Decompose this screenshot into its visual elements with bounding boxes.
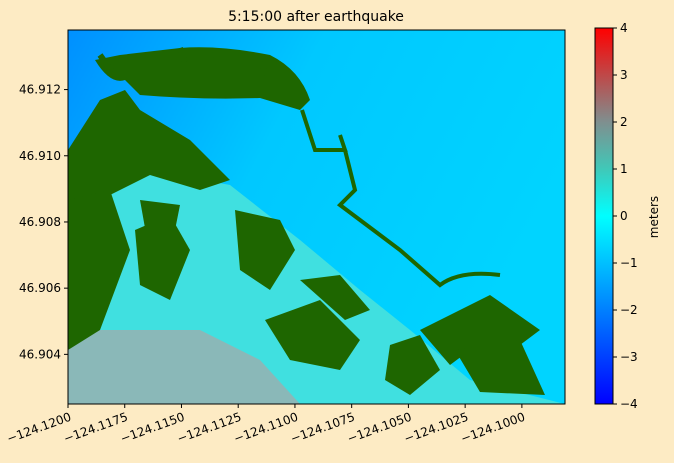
map-image <box>68 30 565 404</box>
x-tick-label: −124.1200 <box>5 410 73 446</box>
y-tick-label: 46.912 <box>19 83 61 97</box>
x-tick-label: −124.1100 <box>232 410 300 446</box>
colorbar-tick-label: −2 <box>620 303 638 317</box>
colorbar <box>594 27 614 405</box>
x-tick-label: −124.1050 <box>345 410 413 446</box>
y-tick-label: 46.910 <box>19 149 61 163</box>
x-tick-label: −124.1175 <box>62 410 130 446</box>
colorbar-label: meters <box>647 196 661 238</box>
axes-frame <box>67 29 566 405</box>
colorbar-tick-label: 4 <box>620 21 628 35</box>
y-tick-label: 46.908 <box>19 215 61 229</box>
x-tick-label: −124.1075 <box>289 410 357 446</box>
y-tick-label: 46.906 <box>19 281 61 295</box>
colorbar-tick-label: 0 <box>620 209 628 223</box>
colorbar-tick-label: 3 <box>620 68 628 82</box>
x-tick-label: −124.1150 <box>118 410 186 446</box>
colorbar-tick-label: 2 <box>620 115 628 129</box>
y-tick-label: 46.904 <box>19 347 61 361</box>
x-tick-label: −124.1025 <box>402 410 470 446</box>
x-tick-label: −124.1000 <box>459 410 527 446</box>
chart-title: 5:15:00 after earthquake <box>228 9 404 25</box>
colorbar-tick-label: 1 <box>620 162 628 176</box>
colorbar-tick-label: −3 <box>620 350 638 364</box>
x-tick-label: −124.1125 <box>175 410 243 446</box>
colorbar-tick-label: −4 <box>620 397 638 411</box>
colorbar-tick-label: −1 <box>620 256 638 270</box>
